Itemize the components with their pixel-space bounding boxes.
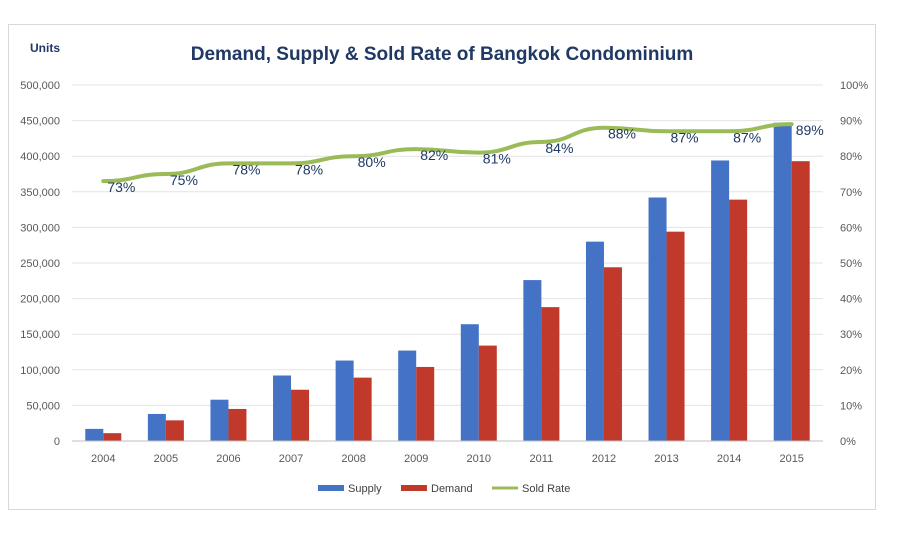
bar-supply (523, 280, 542, 441)
bar-supply (460, 324, 479, 441)
sold-rate-label: 87% (671, 129, 699, 145)
legend-label-supply: Supply (348, 483, 382, 495)
bar-demand (541, 307, 560, 441)
x-tick-label: 2009 (404, 453, 428, 465)
y2-tick-label: 100% (840, 80, 868, 92)
x-tick-label: 2007 (279, 453, 303, 465)
x-tick-label: 2011 (530, 453, 554, 465)
bar-demand (603, 267, 622, 441)
bar-demand (666, 231, 685, 441)
legend-label-demand: Demand (431, 483, 473, 495)
legend-label-sold-rate: Sold Rate (522, 483, 570, 495)
bar-supply (85, 428, 104, 441)
x-tick-label: 2004 (91, 453, 115, 465)
x-tick-label: 2010 (467, 453, 491, 465)
y2-tick-label: 80% (840, 151, 862, 163)
y-tick-label: 500,000 (20, 80, 60, 92)
y-tick-label: 50,000 (26, 400, 60, 412)
y-tick-label: 450,000 (20, 116, 60, 128)
sold-rate-path (101, 122, 794, 184)
x-tick-label: 2006 (216, 453, 240, 465)
y-tick-label: 150,000 (20, 329, 60, 341)
bar-supply (398, 350, 417, 441)
bar-supply (585, 241, 604, 441)
bar-supply (648, 197, 667, 441)
sold-rate-label: 82% (420, 147, 448, 163)
x-tick-label: 2012 (592, 453, 616, 465)
bar-demand (165, 420, 184, 441)
bars (85, 122, 810, 442)
legend-swatch-demand (401, 485, 427, 491)
bar-supply (210, 399, 229, 441)
sold-rate-label: 75% (170, 172, 198, 188)
y-axis-label: Units (30, 41, 60, 55)
sold-rate-line: 73% 75% 78% 78% 80% 82% 81% 84% 88% 87% 87% 89% (101, 122, 824, 195)
sold-rate-label: 81% (483, 151, 511, 167)
sold-rate-label: 78% (295, 161, 323, 177)
y2-tick-label: 30% (840, 329, 862, 341)
legend-swatch-supply (318, 485, 344, 491)
y-tick-label: 400,000 (20, 151, 60, 163)
x-tick-label: 2005 (154, 453, 178, 465)
bar-demand (791, 161, 810, 441)
y2-tick-label: 40% (840, 294, 862, 306)
sold-rate-label: 88% (608, 126, 636, 142)
axes: 0 50,000 100,000 150,000 200,000 250,000 300,0… (20, 80, 868, 465)
y-tick-label: 250,000 (20, 258, 60, 270)
bar-demand (416, 366, 435, 441)
y2-tick-label: 0% (840, 436, 856, 448)
y2-tick-label: 90% (840, 116, 862, 128)
x-tick-label: 2013 (654, 453, 678, 465)
y-tick-label: 200,000 (20, 294, 60, 306)
y2-tick-label: 60% (840, 222, 862, 234)
bar-supply (335, 360, 354, 441)
sold-rate-label: 87% (733, 129, 761, 145)
bar-demand (228, 408, 247, 441)
y-tick-label: 100,000 (20, 365, 60, 377)
y2-tick-label: 50% (840, 258, 862, 270)
sold-rate-label: 78% (232, 161, 260, 177)
grid-lines (72, 84, 823, 406)
y-tick-label: 350,000 (20, 187, 60, 199)
bar-demand (353, 377, 372, 441)
sold-rate-label: 84% (545, 140, 573, 156)
y2-tick-label: 10% (840, 400, 862, 412)
y-tick-label: 300,000 (20, 222, 60, 234)
bar-demand (103, 433, 122, 441)
bar-demand (478, 345, 497, 441)
bar-supply (147, 413, 166, 441)
bar-supply (773, 122, 792, 442)
sold-rate-label: 80% (358, 154, 386, 170)
x-tick-label: 2014 (717, 453, 741, 465)
bar-demand (729, 199, 748, 441)
y-tick-label: 0 (54, 436, 60, 448)
y2-tick-label: 70% (840, 187, 862, 199)
x-tick-label: 2015 (779, 453, 803, 465)
bar-supply (711, 160, 730, 442)
x-tick-label: 2008 (341, 453, 365, 465)
chart-title: Demand, Supply & Sold Rate of Bangkok Co… (191, 44, 693, 65)
bar-demand (291, 389, 310, 441)
chart-frame (8, 24, 876, 510)
sold-rate-label: 89% (796, 122, 824, 138)
bar-supply (273, 375, 292, 441)
sold-rate-label: 73% (107, 179, 135, 195)
y2-tick-label: 20% (840, 365, 862, 377)
legend: Supply Demand Sold Rate (318, 483, 570, 495)
